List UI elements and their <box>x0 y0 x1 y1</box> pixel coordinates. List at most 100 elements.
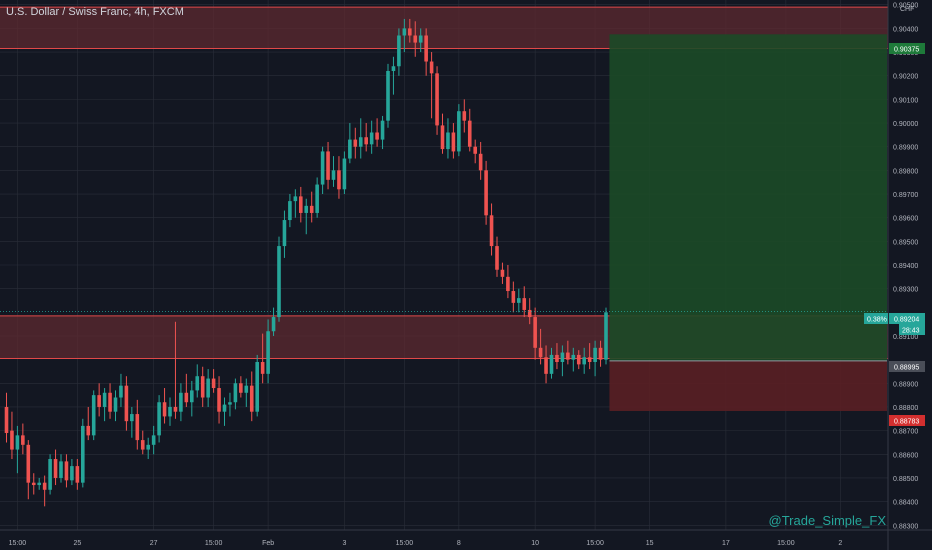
x-tick-label: 3 <box>342 540 346 547</box>
candle-body <box>402 28 407 36</box>
candle-body <box>331 170 336 180</box>
candle-body <box>489 215 494 247</box>
y-tick-label: 0.88700 <box>893 429 918 436</box>
candle-body <box>228 402 232 405</box>
candle-body <box>429 61 434 74</box>
candle-body <box>555 354 559 363</box>
candle-body <box>478 153 483 171</box>
candle-body <box>42 482 47 490</box>
candle-body <box>364 137 368 145</box>
candle-body <box>277 246 281 318</box>
y-tick-label: 0.88300 <box>893 523 918 530</box>
long-position-tool[interactable] <box>609 34 887 411</box>
candle-body <box>233 383 238 403</box>
candle-body <box>413 35 418 43</box>
candle-body <box>386 70 390 121</box>
candle-body <box>593 347 597 363</box>
x-tick-label: 15 <box>646 540 654 547</box>
y-tick-label: 0.89500 <box>893 239 918 246</box>
candle-body <box>135 414 140 441</box>
candle-body <box>299 196 303 213</box>
candle-body <box>549 354 554 374</box>
candle-body <box>500 269 505 277</box>
candle-body <box>140 440 145 450</box>
y-tick-label: 0.89700 <box>893 192 918 199</box>
candle-body <box>326 151 330 180</box>
y-tick-label: 0.89300 <box>893 287 918 294</box>
candle-body <box>408 28 412 36</box>
candle-body <box>391 66 396 71</box>
y-tick-label: 0.89400 <box>893 263 918 270</box>
candle-body <box>473 146 477 154</box>
candle-body <box>255 362 259 412</box>
candle-body <box>151 435 156 445</box>
y-tick-label: 0.89800 <box>893 168 918 175</box>
candle-body <box>358 137 363 147</box>
candle-body <box>102 392 107 407</box>
candle-body <box>446 132 450 150</box>
x-tick-label: 8 <box>457 540 461 547</box>
candle-body <box>15 435 20 450</box>
candle-body <box>538 347 543 358</box>
watermark-text: @Trade_Simple_FX <box>768 513 886 528</box>
candle-body <box>495 246 499 270</box>
current-price-label: 0.89204 <box>894 317 919 324</box>
candle-body <box>424 35 428 62</box>
stop-area <box>609 360 887 411</box>
candle-body <box>451 132 456 152</box>
change-percent-label: 0.38% <box>867 317 887 324</box>
x-tick-label: 15:00 <box>777 540 795 547</box>
candle-body <box>288 201 292 221</box>
candle-body <box>484 170 488 216</box>
candle-body <box>239 383 243 393</box>
candle-body <box>576 354 581 365</box>
candle-body <box>517 298 521 303</box>
candle-body <box>271 317 276 332</box>
candle-body <box>598 347 603 360</box>
candle-body <box>560 352 565 363</box>
stop-price-label-box <box>889 415 925 426</box>
x-tick-label: 15:00 <box>586 540 604 547</box>
candle-body <box>320 151 325 185</box>
x-tick-label: 15:00 <box>396 540 414 547</box>
target-area <box>609 34 887 361</box>
candle-body <box>440 125 445 150</box>
x-tick-label: 27 <box>150 540 158 547</box>
x-tick-label: 10 <box>531 540 539 547</box>
candle-body <box>53 459 58 478</box>
candle-body <box>304 205 309 213</box>
y-tick-label: 0.90100 <box>893 97 918 104</box>
candle-body <box>190 390 194 403</box>
candle-body <box>168 406 172 417</box>
y-tick-label: 0.88600 <box>893 452 918 459</box>
y-tick-label: 0.88500 <box>893 476 918 483</box>
candle-body <box>86 425 91 436</box>
candle-body <box>462 111 467 121</box>
countdown-label: 28:43 <box>902 328 920 335</box>
entry-price-label: 0.88995 <box>894 365 919 372</box>
candle-body <box>31 482 36 486</box>
candle-body <box>179 392 183 412</box>
candle-body <box>380 120 385 140</box>
candle-body <box>59 461 63 478</box>
candle-body <box>70 466 74 481</box>
candle-body <box>348 139 352 159</box>
candle-body <box>260 362 265 374</box>
x-tick-label: 2 <box>838 540 842 547</box>
candle-body <box>533 317 537 348</box>
candle-body <box>10 430 14 450</box>
candle-body <box>75 466 80 483</box>
candle-body <box>282 220 287 247</box>
candle-body <box>587 357 592 363</box>
candle-body <box>418 35 423 43</box>
x-tick-label: 15:00 <box>205 540 223 547</box>
candle-body <box>544 357 548 374</box>
candle-body <box>173 406 178 412</box>
y-tick-label: 0.90000 <box>893 121 918 128</box>
y-tick-label: 0.90400 <box>893 26 918 33</box>
candle-body <box>184 392 189 403</box>
candle-body <box>81 425 85 483</box>
candle-body <box>249 385 254 412</box>
